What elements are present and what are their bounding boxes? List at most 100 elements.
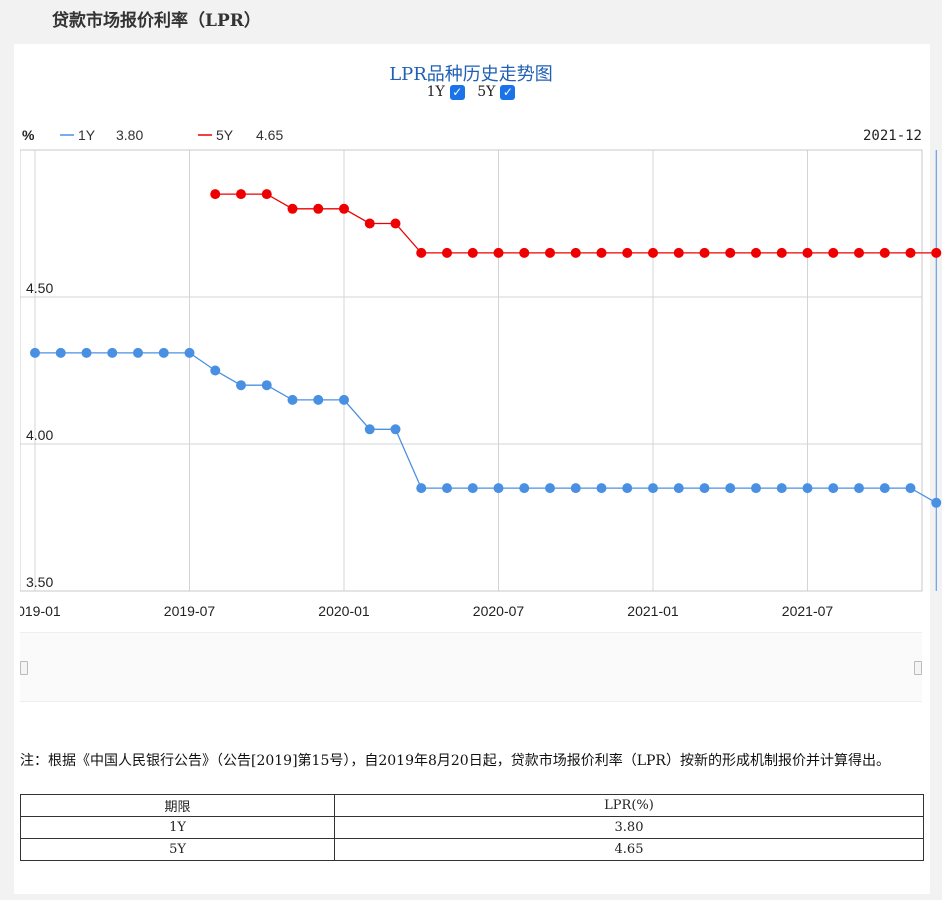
data-point-1y	[776, 483, 787, 494]
data-point-1y	[313, 394, 324, 405]
data-point-1y	[287, 394, 298, 405]
data-point-5y	[725, 247, 736, 258]
lpr-line-chart[interactable]: 3.50 4.00 4.50 2019-01 2019-07 2020-01 2020-07…	[0, 0, 942, 630]
data-point-5y	[442, 247, 452, 258]
toggle-1y-label: 1Y	[426, 84, 445, 100]
data-point-5y	[648, 247, 658, 258]
y-tick-label: 4.00	[26, 427, 53, 443]
data-point-1y	[55, 347, 66, 358]
data-point-5y	[519, 247, 530, 258]
data-point-5y	[776, 247, 787, 258]
toggle-5y-label: 5Y	[477, 84, 496, 100]
data-point-5y	[261, 189, 272, 200]
data-point-5y	[287, 203, 298, 214]
data-point-1y	[133, 347, 143, 358]
data-point-1y	[364, 424, 375, 435]
data-point-5y	[931, 247, 942, 258]
data-point-1y	[158, 347, 169, 358]
rate-note: 注：根据《中国人民银行公告》（公告[2019]第15号），自2019年8月20日…	[20, 753, 890, 769]
data-point-1y	[879, 483, 890, 494]
checkbox-1y[interactable]: ✓	[449, 84, 465, 100]
data-point-1y	[493, 483, 504, 494]
legend-1y-value: 3.80	[116, 127, 143, 143]
data-point-5y	[339, 203, 349, 214]
data-point-1y	[622, 483, 633, 494]
data-point-1y	[931, 497, 942, 508]
data-point-1y	[390, 424, 401, 435]
table-cell: 4.65	[334, 838, 924, 861]
checkbox-5y[interactable]: ✓	[500, 84, 516, 100]
series-line-5y	[215, 193, 937, 254]
data-point-1y	[673, 483, 684, 494]
x-tick-label: 2019-01	[9, 603, 61, 619]
data-point-5y	[313, 203, 324, 214]
data-point-1y	[81, 347, 92, 358]
data-point-1y	[751, 483, 761, 494]
data-point-5y	[751, 247, 761, 258]
toggle-1y[interactable]: 1Y ✓	[427, 84, 465, 100]
data-point-5y	[570, 247, 581, 258]
data-point-5y	[699, 247, 710, 258]
data-point-5y	[879, 247, 890, 258]
table-cell: 5Y	[19, 838, 336, 861]
data-point-1y	[467, 483, 478, 494]
plot-frame	[20, 149, 923, 592]
data-point-5y	[210, 189, 221, 200]
data-point-1y	[30, 347, 40, 358]
slider-right-handle[interactable]	[914, 661, 922, 675]
data-point-5y	[467, 247, 478, 258]
x-tick-label: 2021-01	[627, 603, 679, 619]
x-tick-label: 2021-07	[782, 603, 834, 619]
legend-1y-name: 1Y	[78, 127, 96, 143]
data-point-1y	[905, 483, 916, 494]
y-tick-label: 4.50	[26, 280, 53, 296]
data-point-1y	[184, 347, 195, 358]
data-point-5y	[364, 218, 375, 229]
toggle-5y[interactable]: 5Y ✓	[477, 84, 516, 100]
data-point-5y	[390, 218, 401, 229]
series-line-1y	[35, 352, 937, 504]
data-point-1y	[596, 483, 607, 494]
page-title: 贷款市场报价利率（LPR）	[52, 11, 261, 31]
data-point-5y	[416, 247, 427, 258]
data-point-5y	[622, 247, 633, 258]
range-slider[interactable]	[20, 632, 922, 702]
table-header-row: 期限 LPR(%)	[19, 794, 924, 817]
x-tick-label: 2020-01	[318, 603, 370, 619]
data-point-5y	[905, 247, 916, 258]
table-header-term: 期限	[19, 794, 336, 817]
table-header-rate: LPR(%)	[334, 794, 924, 817]
data-point-1y	[210, 365, 221, 376]
legend-5y-name: 5Y	[216, 127, 234, 143]
chart-title: LPR品种历史走势图	[389, 64, 553, 85]
content-panel	[14, 44, 930, 894]
data-point-1y	[236, 380, 246, 391]
data-point-1y	[442, 483, 452, 494]
lpr-table: 期限 LPR(%) 1Y 3.80 5Y 4.65	[19, 794, 924, 861]
data-point-5y	[545, 247, 555, 258]
data-point-1y	[261, 380, 272, 391]
data-point-1y	[725, 483, 736, 494]
chart-axes: 3.50 4.00 4.50 2019-01 2019-07 2020-01 2020-07…	[9, 149, 923, 619]
legend: 1Y 3.80 5Y 4.65	[60, 127, 283, 143]
hover-date-label: 2021-12	[863, 128, 922, 144]
data-point-1y	[519, 483, 530, 494]
data-point-1y	[107, 347, 118, 358]
table-cell: 1Y	[19, 816, 336, 839]
slider-left-handle[interactable]	[20, 661, 28, 675]
x-tick-label: 2020-07	[473, 603, 525, 619]
data-point-5y	[236, 189, 246, 200]
data-point-5y	[828, 247, 839, 258]
data-point-1y	[545, 483, 555, 494]
data-point-1y	[699, 483, 710, 494]
data-point-1y	[828, 483, 839, 494]
legend-5y-value: 4.65	[256, 127, 283, 143]
table-row: 5Y 4.65	[19, 838, 924, 861]
data-point-1y	[648, 483, 658, 494]
y-tick-label: 3.50	[26, 574, 53, 590]
data-point-5y	[596, 247, 607, 258]
x-tick-label: 2019-07	[164, 603, 216, 619]
chart-series	[30, 150, 942, 591]
chart-grid	[20, 150, 922, 592]
y-axis-unit: %	[22, 127, 35, 143]
